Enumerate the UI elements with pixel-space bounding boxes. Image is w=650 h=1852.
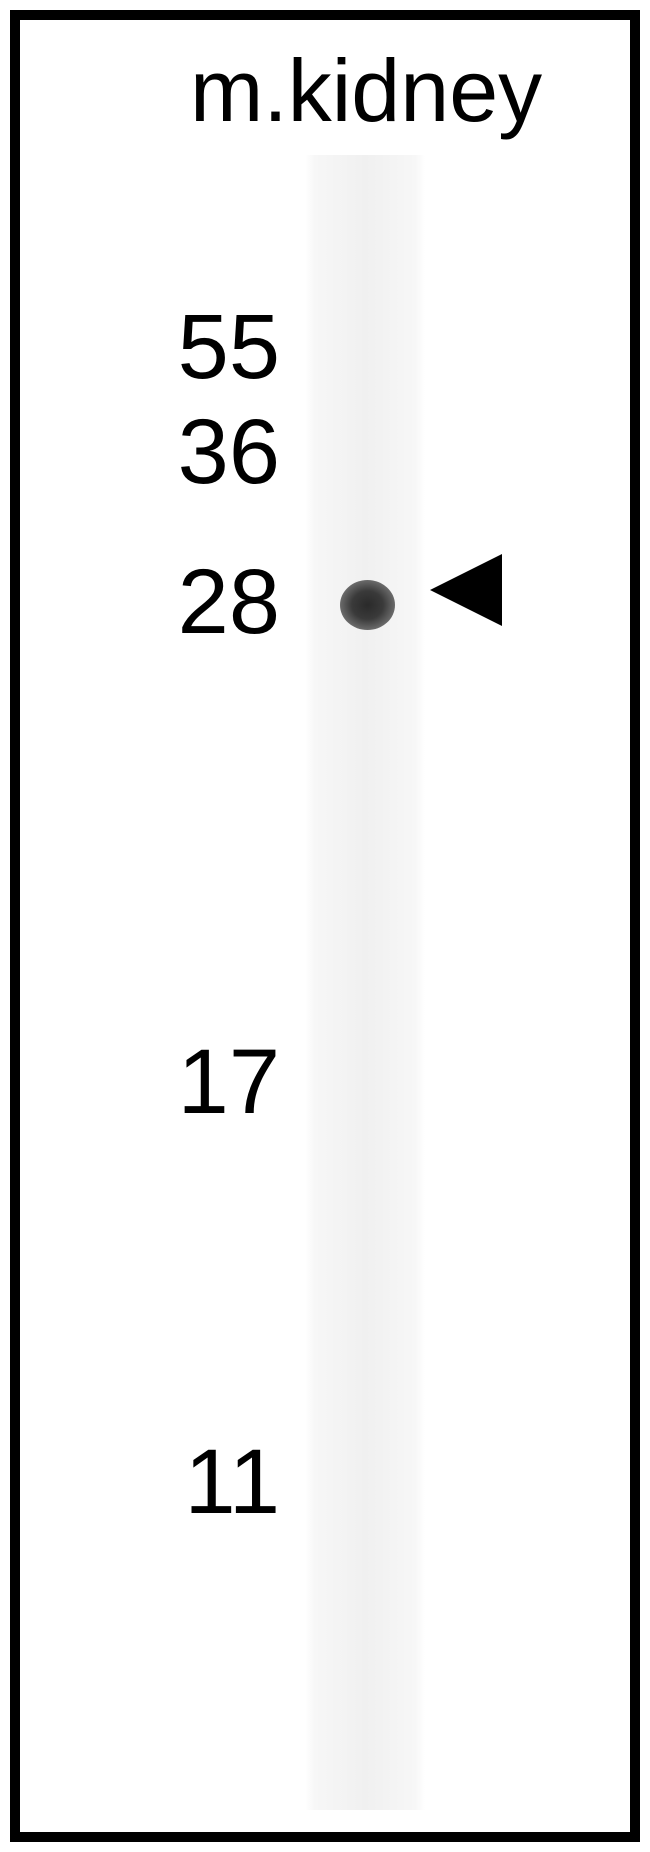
mw-marker-36: 36 bbox=[0, 400, 280, 505]
blot-lane bbox=[305, 155, 425, 1810]
mw-marker-11: 11 bbox=[0, 1430, 280, 1535]
protein-band-28kda bbox=[340, 580, 395, 630]
mw-marker-55: 55 bbox=[0, 295, 280, 400]
band-indicator-arrow-icon bbox=[430, 554, 502, 626]
lane-label: m.kidney bbox=[190, 40, 542, 142]
mw-marker-28: 28 bbox=[0, 550, 280, 655]
mw-marker-17: 17 bbox=[0, 1030, 280, 1135]
